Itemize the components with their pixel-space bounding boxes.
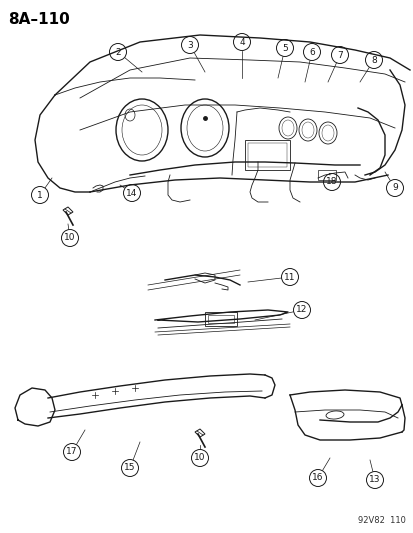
Text: 8A–110: 8A–110 — [8, 12, 69, 27]
Text: 17: 17 — [66, 448, 78, 456]
Text: 4: 4 — [239, 37, 244, 46]
Text: 10: 10 — [64, 233, 76, 243]
Text: 18: 18 — [325, 177, 337, 187]
Text: 5: 5 — [281, 44, 287, 52]
Text: 7: 7 — [336, 51, 342, 60]
Text: 11: 11 — [284, 272, 295, 281]
Text: 15: 15 — [124, 464, 135, 472]
Text: 3: 3 — [187, 41, 192, 50]
Text: 14: 14 — [126, 189, 138, 198]
Bar — [207, 315, 233, 323]
Bar — [204, 312, 236, 326]
Text: 1: 1 — [37, 190, 43, 199]
Text: 92V82  110: 92V82 110 — [357, 516, 405, 525]
Bar — [317, 170, 335, 180]
Text: 16: 16 — [311, 473, 323, 482]
Bar — [244, 140, 289, 170]
Text: 8: 8 — [370, 55, 376, 64]
Text: 6: 6 — [309, 47, 314, 56]
Text: 2: 2 — [115, 47, 121, 56]
Text: 9: 9 — [391, 183, 397, 192]
Text: 13: 13 — [368, 475, 380, 484]
Text: 10: 10 — [194, 454, 205, 463]
Bar — [247, 143, 286, 167]
Text: 12: 12 — [296, 305, 307, 314]
